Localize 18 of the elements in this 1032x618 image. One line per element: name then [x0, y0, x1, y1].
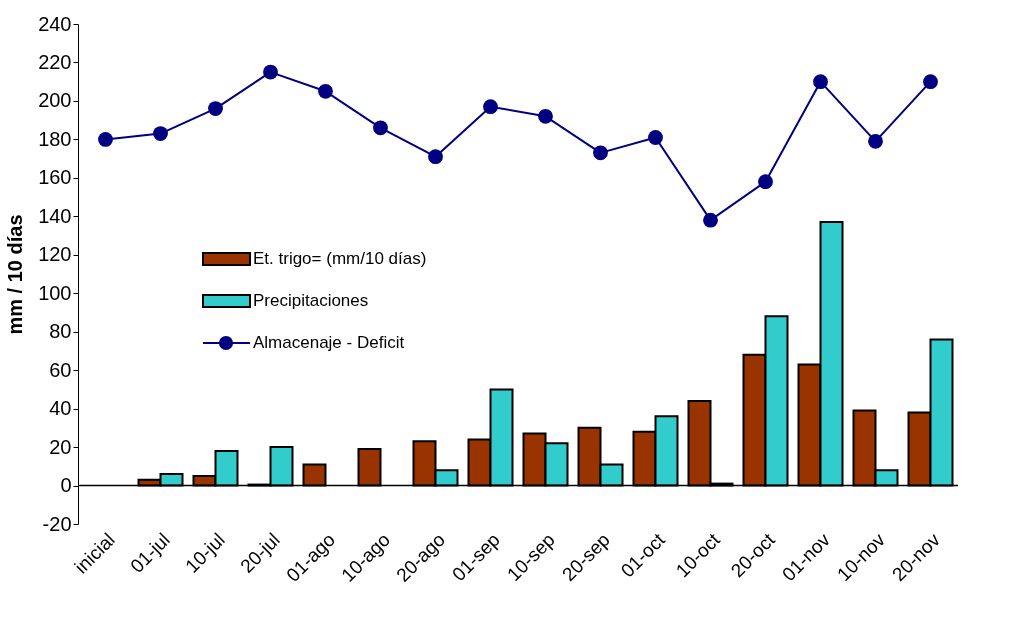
y-tick-label: 220: [38, 50, 72, 73]
y-tick-label: 60: [49, 358, 72, 381]
y-axis-title: mm / 10 días: [4, 214, 27, 335]
y-tick-label: 140: [38, 204, 72, 227]
y-tick-label: 160: [38, 166, 72, 189]
y-tick-label: 180: [38, 127, 72, 150]
y-tick-label: -20: [42, 512, 72, 535]
y-tick-label: 240: [38, 12, 72, 35]
y-tick-label: 100: [38, 281, 72, 304]
y-tick-label: 200: [38, 89, 72, 112]
legend-label: Almacenaje - Deficit: [253, 333, 405, 352]
y-tick-label: 20: [49, 435, 72, 458]
y-tick-label: 40: [49, 397, 72, 420]
y-tick-label: 80: [49, 320, 72, 343]
y-tick-label: 120: [38, 243, 72, 266]
legend-label: Et. trigo= (mm/10 días): [253, 249, 427, 268]
y-tick-label: 0: [60, 474, 72, 497]
legend-label: Precipitaciones: [253, 291, 369, 310]
